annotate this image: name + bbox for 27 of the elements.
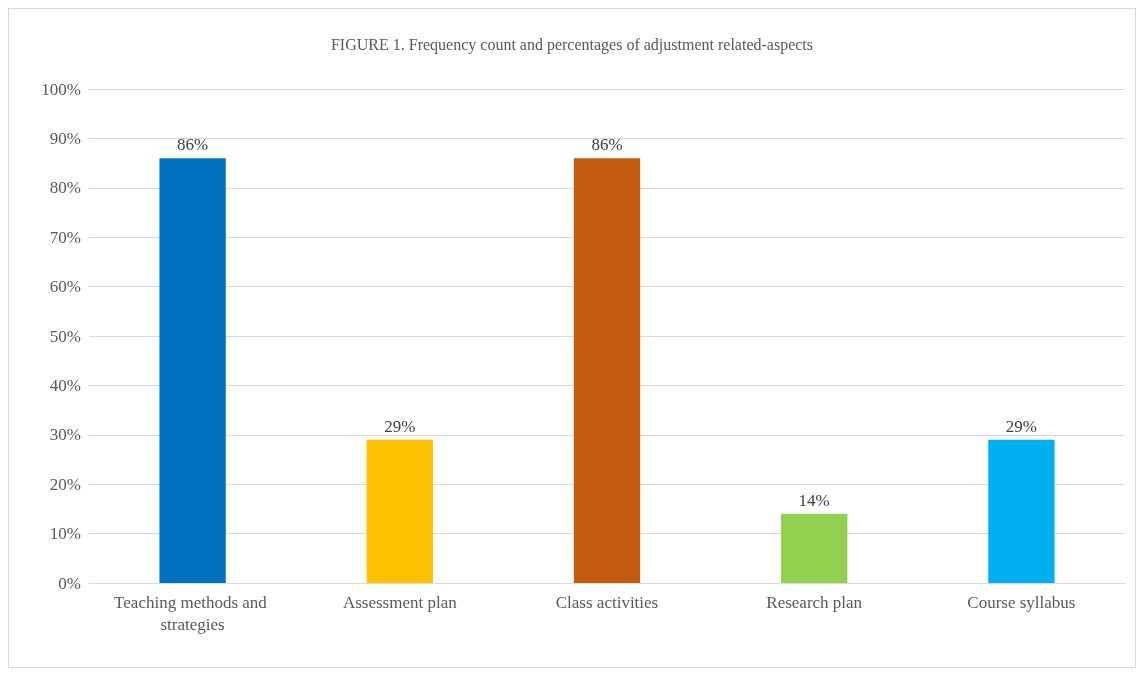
y-tick-label: 80% — [49, 178, 81, 198]
x-tick-label: Assessment plan — [342, 592, 458, 612]
data-label: 29% — [1005, 416, 1037, 436]
y-tick-label: 60% — [49, 277, 81, 297]
x-tick-label: Course syllabus — [967, 592, 1076, 612]
y-tick-label: 30% — [49, 425, 81, 445]
y-tick-label: 90% — [49, 128, 81, 148]
y-tick-label: 20% — [49, 474, 81, 494]
bar — [159, 158, 226, 583]
x-tick-label: Teaching methods and strategies — [114, 592, 272, 634]
data-label: 86% — [591, 135, 623, 155]
y-tick-label: 0% — [58, 573, 81, 593]
bar — [573, 158, 641, 583]
bar — [366, 439, 433, 583]
chart-title: FIGURE 1. Frequency count and percentages of adjustment related-aspects — [330, 35, 814, 54]
bar — [781, 513, 848, 583]
y-tick-label: 100% — [41, 79, 81, 99]
y-tick-label: 10% — [49, 524, 81, 544]
y-tick-label: 40% — [49, 375, 81, 395]
bar — [988, 439, 1055, 583]
x-tick-label: Research plan — [766, 592, 863, 612]
y-tick-label: 50% — [49, 326, 81, 346]
data-label: 86% — [177, 135, 209, 155]
data-label: 14% — [798, 490, 830, 510]
y-tick-label: 70% — [49, 227, 81, 247]
data-label: 29% — [384, 416, 416, 436]
x-tick-label: Class activities — [555, 592, 659, 612]
